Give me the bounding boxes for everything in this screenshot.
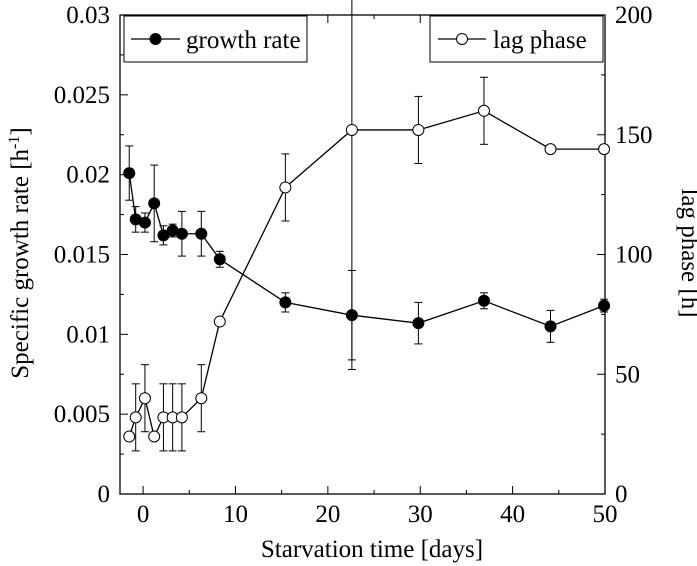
y-right-tick-label: 100 xyxy=(615,242,653,269)
axes-layer: 0 10 20 30 40 5000.0050.010.0150.020.0250.030… xyxy=(54,2,653,528)
y-right-axis-title: lag phase [h] xyxy=(676,188,697,317)
y-left-tick-label: 0.025 xyxy=(54,82,110,109)
y-left-tick-label: 0.015 xyxy=(54,242,110,269)
y-left-axis-title: Specific growth rate [h-1] xyxy=(6,127,34,378)
x-tick-label: 40 xyxy=(500,501,525,528)
data-point-growth-rate xyxy=(138,216,151,229)
x-axis-title: Starvation time [days] xyxy=(261,536,483,563)
data-point-growth-rate xyxy=(148,197,161,210)
data-point-lag-phase xyxy=(544,143,557,156)
data-point-lag-phase xyxy=(279,181,292,194)
legend-growth-rate: growth rate xyxy=(123,15,308,63)
data-point-growth-rate xyxy=(598,299,611,312)
data-point-growth-rate xyxy=(477,294,490,307)
y-right-tick-label: 150 xyxy=(615,122,653,149)
y-right-tick-label: 50 xyxy=(615,361,640,388)
x-tick-label: 20 xyxy=(315,501,340,528)
series-layer xyxy=(123,0,611,452)
y-left-tick-label: 0.005 xyxy=(54,401,110,428)
y-left-title-end: ] xyxy=(7,127,34,135)
y-left-tick-label: 0.01 xyxy=(66,321,110,348)
y-right-tick-label: 200 xyxy=(615,2,653,29)
data-point-lag-phase xyxy=(213,315,226,328)
plot-frame xyxy=(119,14,606,495)
data-point-growth-rate xyxy=(279,296,292,309)
y-left-tick-label: 0 xyxy=(98,481,111,508)
y-left-title-sup: -1 xyxy=(6,136,23,149)
y-left-tick-label: 0.03 xyxy=(66,2,110,29)
x-tick-label: 10 xyxy=(223,501,248,528)
data-point-lag-phase xyxy=(129,411,142,424)
data-point-lag-phase xyxy=(477,104,490,117)
legend-lag-phase: lag phase xyxy=(429,15,604,63)
data-point-lag-phase xyxy=(148,430,161,443)
legend-lag-phase-label: lag phase xyxy=(493,27,587,54)
data-point-growth-rate xyxy=(157,229,170,242)
data-point-growth-rate xyxy=(544,320,557,333)
y-left-tick-label: 0.02 xyxy=(66,162,110,189)
data-point-lag-phase xyxy=(598,143,611,156)
data-point-lag-phase xyxy=(345,123,358,136)
series-line-growth-rate xyxy=(128,172,605,328)
data-point-growth-rate xyxy=(123,167,136,180)
data-point-lag-phase xyxy=(195,392,208,405)
data-point-growth-rate xyxy=(195,227,208,240)
data-point-lag-phase xyxy=(123,430,136,443)
series-line-lag-phase xyxy=(128,110,605,439)
x-tick-label: 30 xyxy=(408,501,433,528)
y-left-title-main: Specific growth rate [h xyxy=(7,148,34,378)
data-point-growth-rate xyxy=(213,253,226,266)
x-tick-label: 0 xyxy=(137,501,150,528)
data-point-growth-rate xyxy=(412,317,425,330)
data-point-lag-phase xyxy=(412,123,425,136)
legend-growth-rate-label: growth rate xyxy=(186,27,301,54)
x-tick-label: 50 xyxy=(593,501,618,528)
data-point-lag-phase xyxy=(138,392,151,405)
data-point-growth-rate xyxy=(175,227,188,240)
y-right-tick-label: 0 xyxy=(615,481,628,508)
data-point-lag-phase xyxy=(175,411,188,424)
